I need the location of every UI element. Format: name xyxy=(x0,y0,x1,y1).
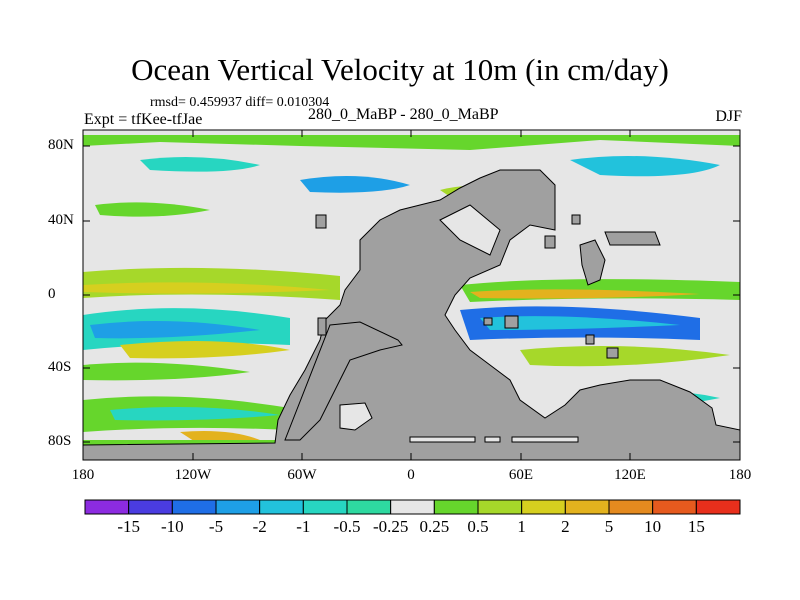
lat-tick-label: 40N xyxy=(48,212,74,228)
colorbar-swatch xyxy=(215,499,261,515)
colorbar-swatch xyxy=(390,499,435,515)
colorbar-label: -15 xyxy=(117,517,140,536)
lon-tick-label: 120W xyxy=(174,467,212,483)
colorbar-swatch xyxy=(695,499,741,515)
colorbar-swatch xyxy=(84,499,130,515)
colorbar-swatch xyxy=(652,499,697,515)
colorbar-label: 15 xyxy=(687,517,705,536)
colorbar-label: 2 xyxy=(561,517,570,536)
colorbar-swatch xyxy=(608,499,654,515)
period-label: 280_0_MaBP - 280_0_MaBP xyxy=(308,106,499,123)
map-title: Ocean Vertical Velocity at 10m (in cm/da… xyxy=(131,52,669,87)
lat-tick-label: 40S xyxy=(48,359,72,375)
colorbar-swatch xyxy=(171,499,217,515)
colorbar-swatch xyxy=(433,499,479,515)
colorbar-swatch xyxy=(302,499,348,515)
colorbar-label: -1 xyxy=(296,517,311,536)
colorbar-label: -10 xyxy=(160,517,184,536)
axis-ticks xyxy=(82,130,741,460)
lat-tick-label: 80S xyxy=(48,433,72,449)
lat-tick-label: 80N xyxy=(48,137,74,153)
lat-tick-label: 0 xyxy=(48,286,56,302)
lon-tick-label: 180 xyxy=(728,467,752,483)
colorbar-label: 1 xyxy=(517,517,526,536)
colorbar-label: -0.5 xyxy=(333,517,361,536)
colorbar-label: 0.5 xyxy=(467,517,489,536)
sea-ice-mask xyxy=(339,204,579,443)
colorbar-swatch xyxy=(477,499,523,515)
colorbar-label: 5 xyxy=(604,517,614,536)
colorbar-label: -0.25 xyxy=(372,517,409,536)
lon-tick-label: 120E xyxy=(614,467,646,483)
colorbar-label: 10 xyxy=(644,517,662,536)
experiment-label: Expt = tfKee-tfJae xyxy=(84,111,203,128)
colorbar-swatch xyxy=(346,499,392,515)
colorbar-swatch xyxy=(259,499,304,515)
lon-tick-label: 180 xyxy=(71,467,95,483)
land-mask xyxy=(83,169,740,460)
colorbar xyxy=(84,499,741,515)
season-label: DJF xyxy=(715,108,742,125)
colorbar-label: 0.25 xyxy=(419,517,450,536)
stats-label: rmsd= 0.459937 diff= 0.010304 xyxy=(150,95,330,110)
colorbar-swatch xyxy=(521,499,566,515)
colorbar-swatch xyxy=(128,499,173,515)
colorbar-swatch xyxy=(564,499,610,515)
lon-tick-label: 0 xyxy=(407,467,415,483)
colorbar-label: -5 xyxy=(208,517,224,536)
colorbar-label: -2 xyxy=(252,517,267,536)
lon-tick-label: 60E xyxy=(508,467,534,483)
lon-tick-label: 60W xyxy=(287,467,317,483)
